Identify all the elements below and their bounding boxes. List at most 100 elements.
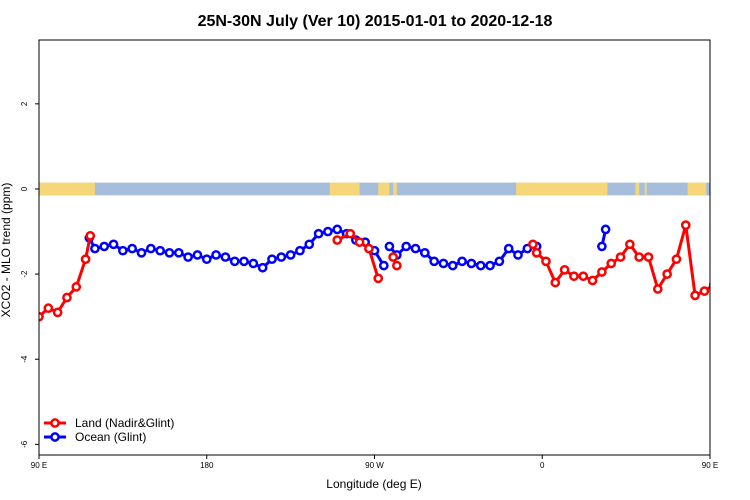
data-point (578, 271, 589, 282)
data-point (248, 258, 259, 269)
data-point (364, 243, 374, 254)
x-tick-label: 90 W (365, 461, 384, 470)
data-point (71, 282, 82, 292)
land-span (644, 182, 647, 196)
data-point (419, 247, 430, 258)
data-point (466, 258, 477, 269)
data-point (285, 250, 296, 260)
land-span (378, 182, 390, 196)
data-point (388, 252, 398, 262)
land-ocean-band (39, 182, 710, 196)
data-point (354, 237, 365, 248)
data-point (43, 303, 54, 314)
series-0 (39, 220, 745, 322)
data-point (276, 252, 287, 262)
data-point (569, 271, 579, 282)
series-1 (84, 224, 611, 273)
ocean-band (39, 182, 710, 196)
data-point (332, 224, 343, 235)
data-point (597, 241, 607, 252)
data-point (457, 256, 467, 267)
data-point (304, 239, 315, 250)
data-point (52, 307, 63, 318)
data-point (600, 224, 611, 235)
data-point (550, 277, 561, 288)
data-point (652, 284, 663, 294)
data-point (80, 254, 91, 265)
data-point (192, 250, 203, 260)
data-point (606, 258, 617, 269)
x-tick-label: 0 (540, 461, 545, 470)
data-point (373, 273, 384, 284)
data-point (136, 247, 147, 258)
data-point (485, 260, 495, 271)
chart-title: 25N-30N July (Ver 10) 2015-01-01 to 2020… (198, 13, 553, 30)
data-point (528, 239, 538, 250)
series-layer (39, 220, 745, 322)
data-point (313, 228, 324, 239)
data-point (541, 256, 551, 267)
y-tick-label: 2 (20, 101, 29, 106)
y-tick-label: -6 (20, 440, 29, 448)
data-point (155, 245, 166, 256)
data-point (201, 254, 212, 265)
data-point (173, 247, 184, 258)
data-point (401, 241, 412, 252)
data-point (615, 252, 626, 262)
data-point (662, 269, 672, 279)
data-point (634, 252, 645, 262)
data-point (643, 252, 654, 262)
data-point (531, 247, 542, 258)
data-point (680, 220, 691, 231)
data-point (257, 262, 268, 273)
y-tick-label: -2 (20, 270, 29, 278)
data-point (323, 226, 333, 237)
data-point (438, 258, 449, 269)
land-span (39, 182, 95, 196)
land-span (635, 182, 640, 196)
data-point (183, 252, 193, 262)
data-point (738, 309, 745, 316)
legend-label: Land (Nadir&Glint) (75, 416, 174, 430)
y-axis: 2 0 -2 -4 -6 (20, 101, 39, 448)
data-point (295, 245, 305, 256)
data-point (90, 243, 100, 254)
data-point (729, 305, 736, 312)
data-point (475, 260, 486, 271)
data-point (211, 250, 221, 260)
data-point (99, 241, 110, 252)
data-point (503, 243, 514, 254)
data-point (410, 243, 421, 254)
legend-marker (50, 418, 60, 428)
y-tick-label: 0 (20, 186, 29, 191)
data-point (345, 228, 356, 239)
x-tick-label: 90 E (31, 461, 47, 470)
legend-marker (50, 432, 60, 442)
legend-label: Ocean (Glint) (75, 430, 146, 444)
data-point (85, 230, 96, 241)
data-point (587, 275, 598, 286)
data-point (62, 292, 72, 303)
data-point (429, 256, 439, 267)
data-point (267, 254, 277, 265)
data-point (127, 243, 138, 254)
data-point (220, 252, 231, 262)
data-point (164, 247, 175, 258)
x-tick-label: 180 (200, 461, 214, 470)
x-tick-label: 90 E (702, 461, 718, 470)
land-span (329, 182, 360, 196)
data-point (625, 239, 635, 250)
data-point (332, 235, 343, 245)
data-point (708, 281, 710, 288)
y-tick-label: -4 (20, 355, 29, 363)
land-span (516, 182, 608, 196)
y-axis-label: XCO2 - MLO trend (ppm) (0, 183, 13, 318)
data-point (494, 256, 505, 267)
data-point (671, 254, 682, 265)
data-point (118, 245, 128, 256)
land-span (393, 182, 397, 196)
data-point (229, 256, 240, 267)
data-point (690, 290, 700, 301)
data-point (378, 260, 389, 271)
